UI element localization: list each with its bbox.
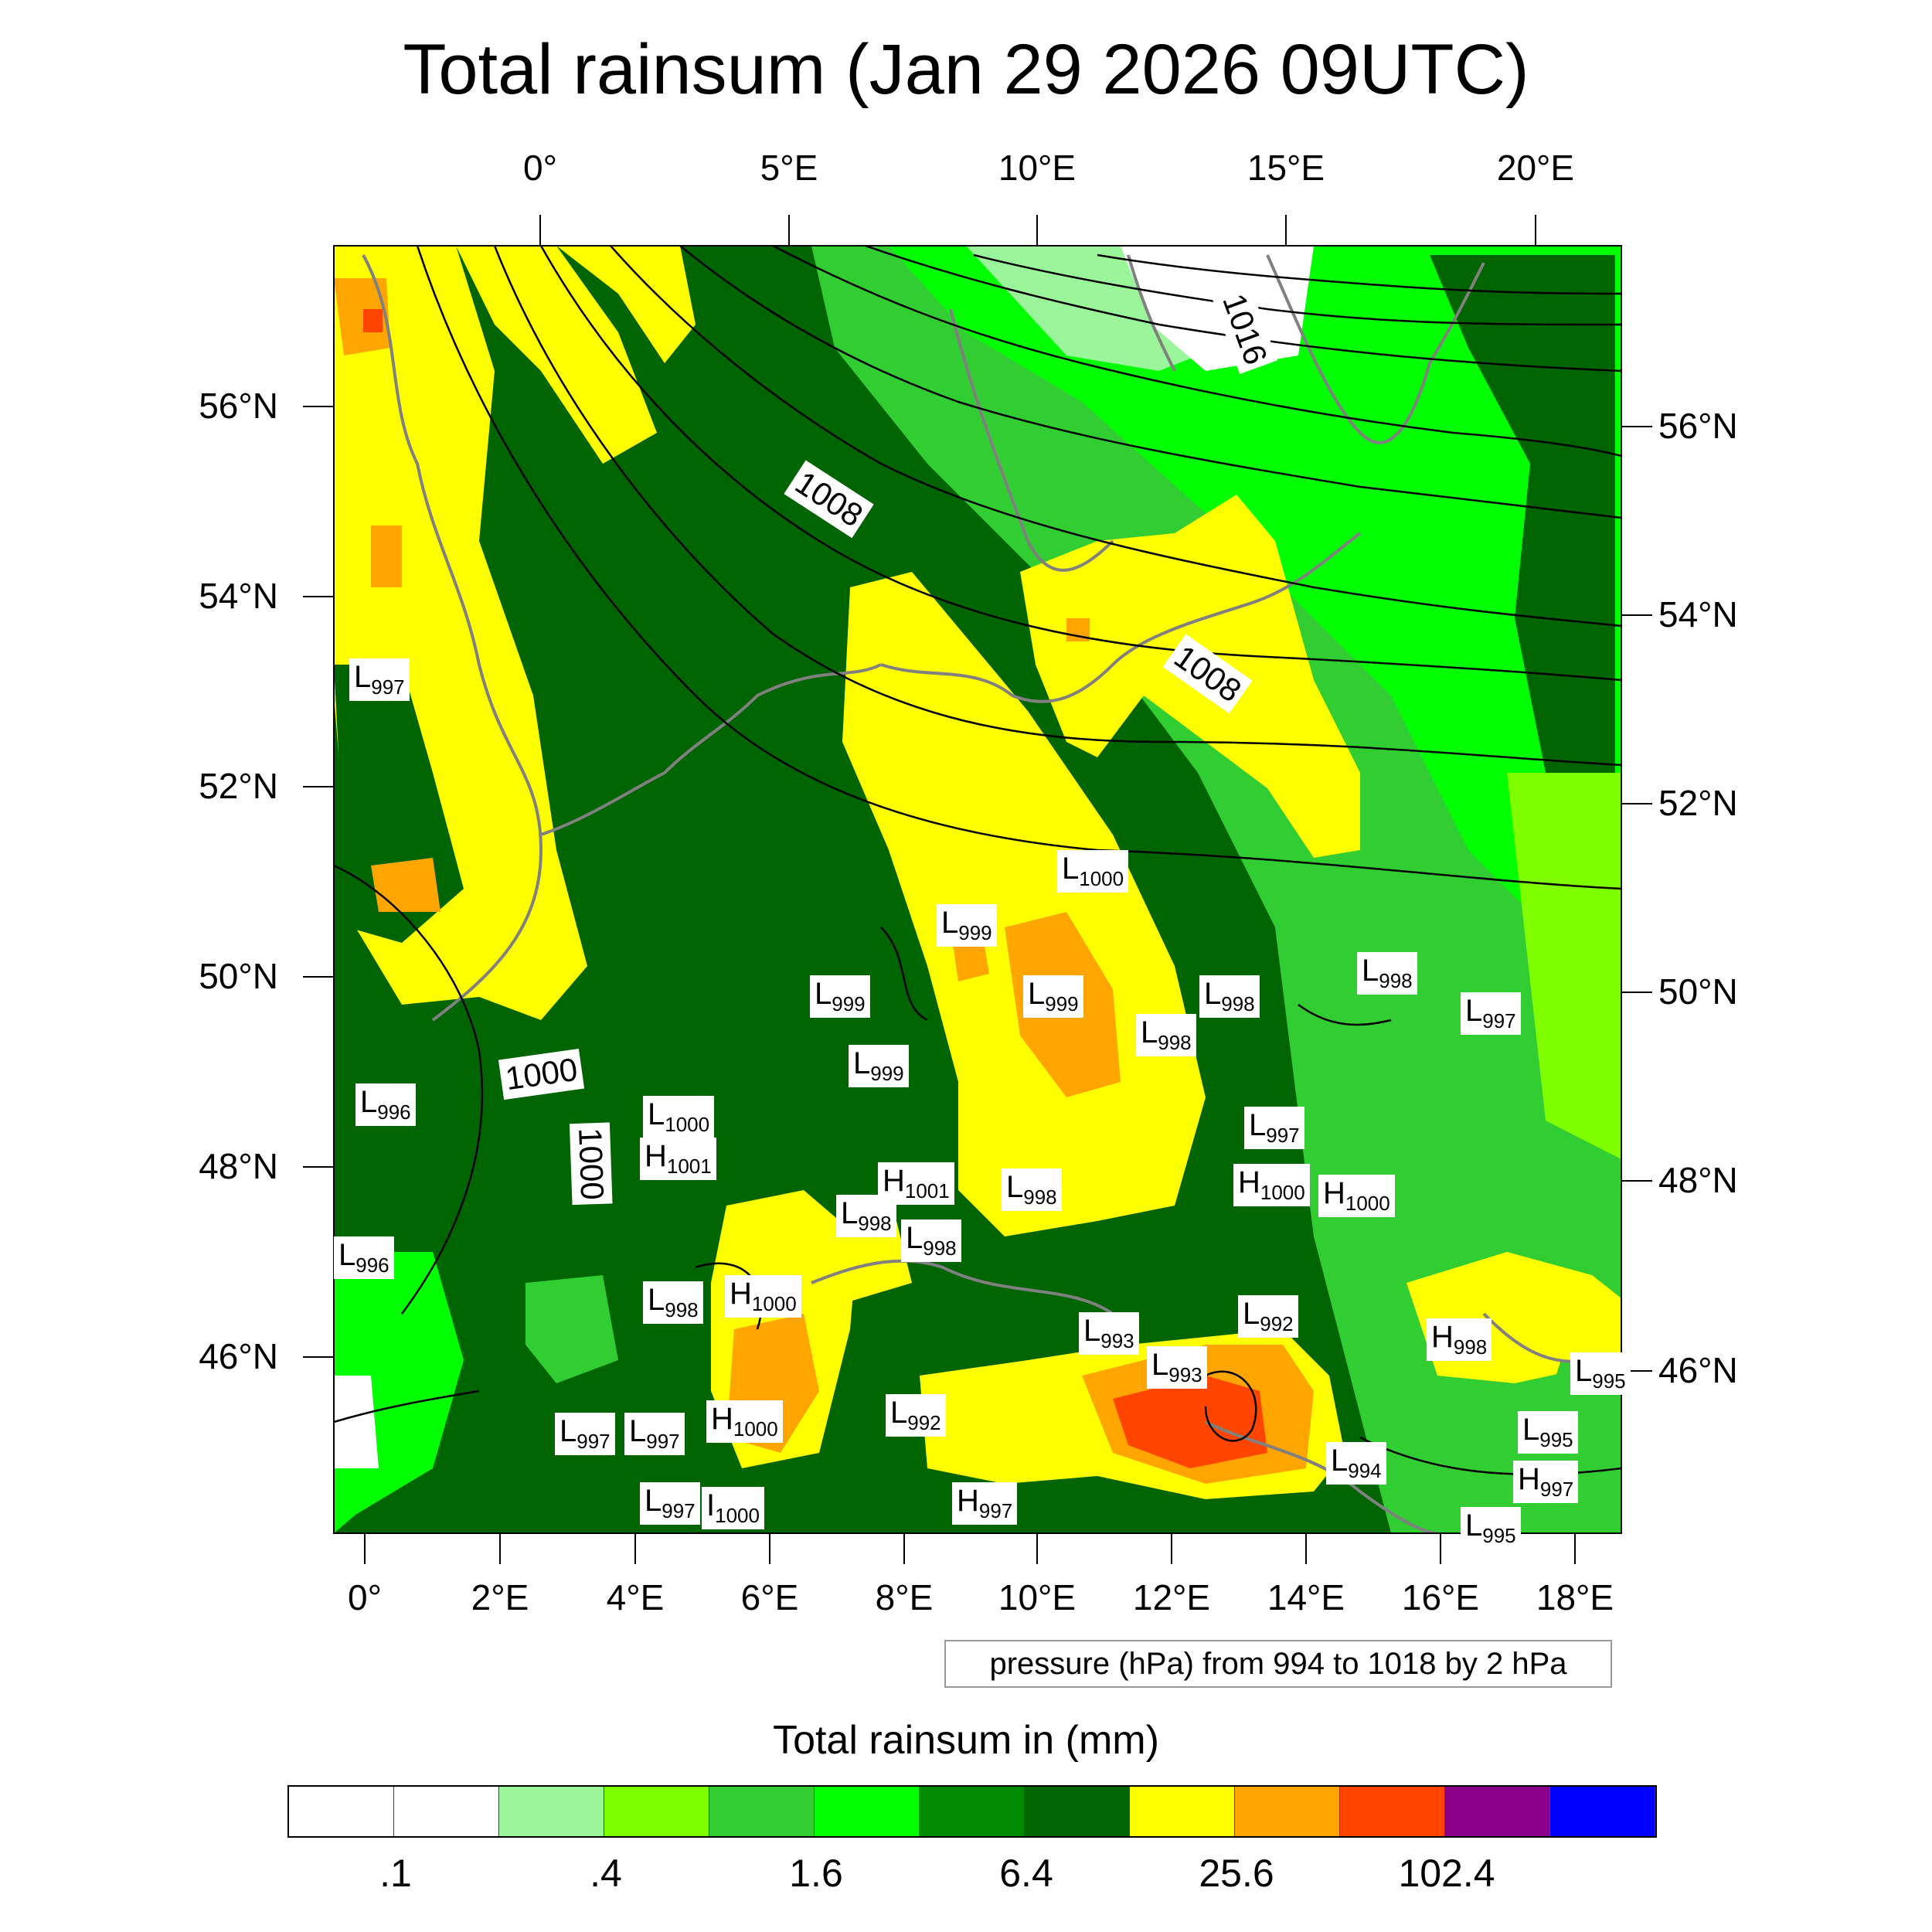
high-pressure-label: H1000 xyxy=(706,1400,783,1443)
colorbar-label: .4 xyxy=(590,1852,622,1895)
tick-bottom-9: 18°E xyxy=(1536,1577,1614,1617)
colorbar-cell xyxy=(920,1787,1025,1836)
high-pressure-label: H1000 xyxy=(725,1275,801,1318)
tick-left-0: 56°N xyxy=(199,386,278,426)
colorbar-label: 102.4 xyxy=(1398,1852,1495,1895)
tick-left-1: 54°N xyxy=(199,576,278,616)
tick-right-4: 48°N xyxy=(1658,1160,1738,1200)
low-pressure-label: L996 xyxy=(355,1083,416,1126)
tick-top-4: 20°E xyxy=(1496,148,1575,188)
low-pressure-label: L996 xyxy=(334,1236,394,1279)
colorbar-label: .1 xyxy=(379,1852,412,1895)
colorbar-cell xyxy=(1025,1787,1130,1836)
colorbar-cell xyxy=(1550,1787,1655,1836)
high-pressure-label: H1001 xyxy=(878,1162,954,1205)
tick-bottom-3: 6°E xyxy=(740,1577,799,1617)
low-pressure-label: L992 xyxy=(886,1394,946,1437)
tick-left-3: 50°N xyxy=(199,956,278,996)
isobar-label: 1000 xyxy=(569,1122,613,1206)
tick-right-1: 54°N xyxy=(1658,594,1738,634)
colorbar-cell xyxy=(499,1787,604,1836)
isobars xyxy=(334,246,1621,1476)
tick-top-0: 0° xyxy=(523,148,557,188)
colorbar-cell xyxy=(1235,1787,1340,1836)
low-pressure-label: L1000 xyxy=(1057,850,1129,893)
tick-bottom-2: 4°E xyxy=(606,1577,665,1617)
tick-bottom-1: 2°E xyxy=(471,1577,529,1617)
low-pressure-label: L999 xyxy=(849,1045,909,1087)
tick-left-5: 46°N xyxy=(199,1336,278,1376)
high-pressure-label: H1001 xyxy=(640,1138,716,1180)
high-pressure-label: H1000 xyxy=(1318,1175,1395,1217)
low-pressure-label: L997 xyxy=(1461,992,1521,1035)
tick-top-3: 15°E xyxy=(1247,148,1325,188)
colorbar-cell xyxy=(815,1787,920,1836)
low-pressure-label: L997 xyxy=(349,658,410,701)
colorbar-label: 1.6 xyxy=(789,1852,843,1895)
tick-left-2: 52°N xyxy=(199,766,278,806)
tick-bottom-6: 12°E xyxy=(1132,1577,1211,1617)
low-pressure-label: L997 xyxy=(555,1413,615,1455)
contour-info-box: pressure (hPa) from 994 to 1018 by 2 hPa xyxy=(944,1640,1612,1688)
tick-bottom-4: 8°E xyxy=(875,1577,934,1617)
low-pressure-label: L998 xyxy=(643,1281,703,1324)
colorbar-cell xyxy=(1130,1787,1235,1836)
tick-left-4: 48°N xyxy=(199,1146,278,1186)
colorbar-cell xyxy=(1445,1787,1550,1836)
colorbar-title: Total rainsum in (mm) xyxy=(773,1718,1159,1763)
colorbar-cell xyxy=(1340,1787,1445,1836)
low-pressure-label: L997 xyxy=(640,1482,700,1525)
tick-bottom-0: 0° xyxy=(348,1577,382,1617)
low-pressure-label: L998 xyxy=(836,1195,896,1237)
rain-field xyxy=(334,246,1621,1533)
low-pressure-label: L994 xyxy=(1326,1442,1386,1485)
tick-right-5: 46°N xyxy=(1658,1350,1738,1390)
low-pressure-label: L999 xyxy=(1023,975,1083,1018)
low-pressure-label: L998 xyxy=(1136,1014,1196,1056)
low-pressure-label: L993 xyxy=(1147,1346,1207,1389)
tick-right-0: 56°N xyxy=(1658,406,1738,446)
low-pressure-label: L998 xyxy=(901,1219,961,1262)
high-pressure-label: H998 xyxy=(1427,1318,1492,1361)
tick-bottom-8: 16°E xyxy=(1401,1577,1480,1617)
high-pressure-label: H997 xyxy=(1513,1461,1579,1503)
tick-bottom-5: 10°E xyxy=(998,1577,1077,1617)
low-pressure-label: L999 xyxy=(937,904,997,947)
colorbar xyxy=(287,1785,1657,1838)
colorbar-cell xyxy=(604,1787,709,1836)
low-pressure-label: L1000 xyxy=(643,1096,715,1138)
tick-top-1: 5°E xyxy=(760,148,818,188)
colorbar-cell xyxy=(709,1787,815,1836)
low-pressure-label: L995 xyxy=(1570,1352,1631,1395)
low-pressure-label: L997 xyxy=(624,1413,685,1455)
low-pressure-label: L998 xyxy=(1199,975,1260,1018)
colorbar-cell xyxy=(289,1787,394,1836)
low-pressure-label: L999 xyxy=(810,975,870,1018)
colorbar-label: 25.6 xyxy=(1199,1852,1274,1895)
low-pressure-label: L993 xyxy=(1079,1312,1139,1355)
high-pressure-label: H997 xyxy=(952,1482,1018,1525)
low-pressure-label: L992 xyxy=(1238,1295,1298,1338)
high-pressure-label: H1000 xyxy=(1233,1164,1310,1206)
tick-bottom-7: 14°E xyxy=(1267,1577,1345,1617)
low-pressure-label: L998 xyxy=(1357,952,1417,995)
low-pressure-label: I1000 xyxy=(702,1487,764,1529)
tick-top-2: 10°E xyxy=(998,148,1077,188)
tick-right-2: 52°N xyxy=(1658,783,1738,823)
tick-right-3: 50°N xyxy=(1658,971,1738,1012)
low-pressure-label: L997 xyxy=(1244,1107,1304,1149)
low-pressure-label: L998 xyxy=(1002,1168,1062,1211)
map-title: Total rainsum (Jan 29 2026 09UTC) xyxy=(403,30,1529,109)
low-pressure-label: L995 xyxy=(1518,1411,1578,1454)
colorbar-label: 6.4 xyxy=(999,1852,1053,1895)
colorbar-cell xyxy=(394,1787,499,1836)
low-pressure-label: L995 xyxy=(1461,1507,1521,1549)
